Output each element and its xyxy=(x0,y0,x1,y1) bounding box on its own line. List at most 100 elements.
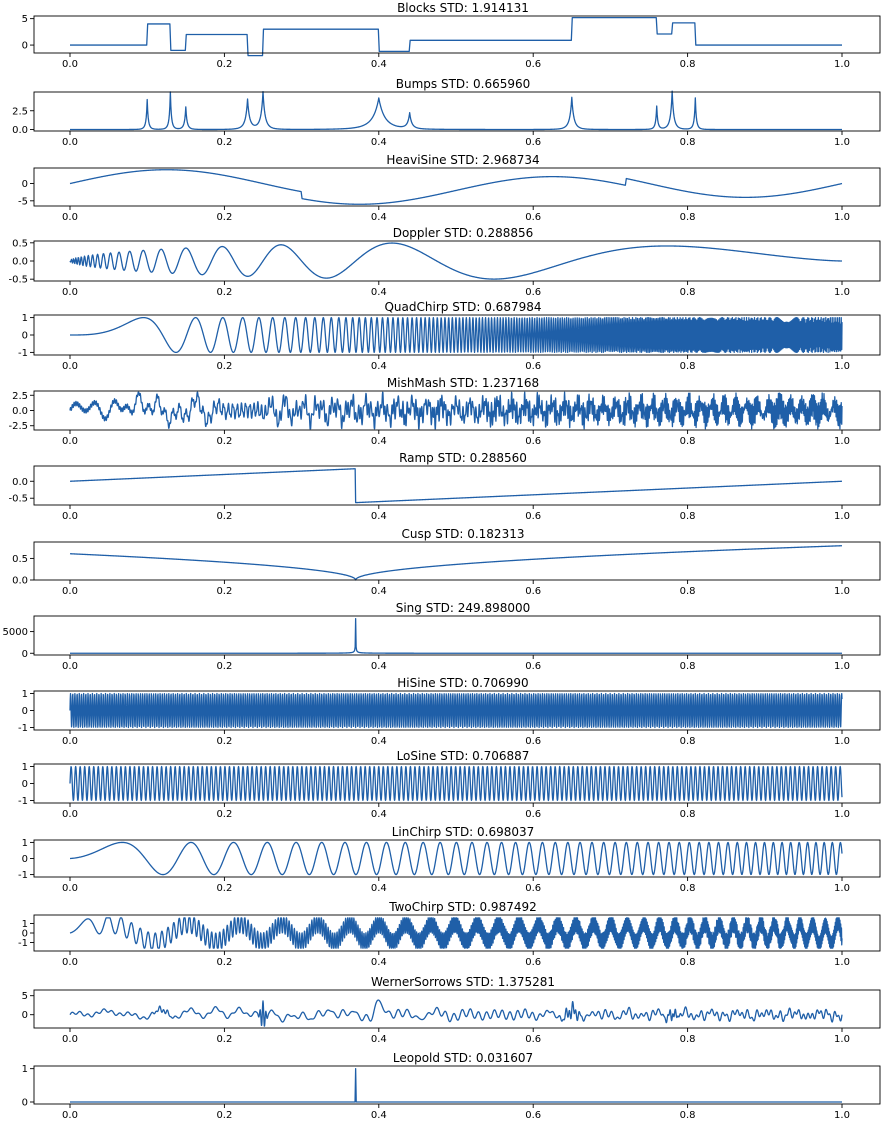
x-tick-label: 0.8 xyxy=(680,1110,696,1121)
x-tick-label: 1.0 xyxy=(834,361,850,372)
x-tick-label: 1.0 xyxy=(834,1034,850,1045)
subplot-title: LoSine STD: 0.706887 xyxy=(397,749,530,763)
x-tick-label: 0.8 xyxy=(680,1034,696,1045)
y-tick-label: 0 xyxy=(22,1010,28,1021)
y-tick-label: 0.0 xyxy=(12,257,28,268)
x-tick-label: 0.2 xyxy=(216,59,232,70)
subplot-twochirp: TwoChirp STD: 0.987492 0.0 0.2 0.4 0.6 0.8 1.0… xyxy=(18,900,881,968)
x-tick-label: 0.0 xyxy=(62,883,78,894)
series-line xyxy=(69,545,843,581)
series-line xyxy=(69,16,843,57)
x-tick-label: 0.8 xyxy=(680,809,696,820)
x-tick-label: 0.6 xyxy=(525,511,541,522)
subplot-title: MishMash STD: 1.237168 xyxy=(387,376,539,390)
series-line xyxy=(69,169,843,205)
x-tick-label: 0.2 xyxy=(216,1110,232,1121)
x-tick-label: 0.4 xyxy=(371,661,387,672)
series-line xyxy=(69,617,843,654)
x-tick-label: 0.0 xyxy=(62,661,78,672)
x-tick-label: 1.0 xyxy=(834,59,850,70)
y-tick-label: 0.0 xyxy=(12,576,28,587)
series-line xyxy=(69,917,843,949)
y-tick-label: -1 xyxy=(18,348,28,359)
y-tick-label: 0.5 xyxy=(12,238,28,249)
subplot-title: Ramp STD: 0.288560 xyxy=(399,451,527,465)
y-tick-label: -5 xyxy=(18,196,28,207)
x-tick-label: 0.6 xyxy=(525,736,541,747)
x-tick-label: 0.8 xyxy=(680,59,696,70)
x-tick-label: 1.0 xyxy=(834,436,850,447)
x-tick-label: 0.4 xyxy=(371,511,387,522)
y-tick-label: 5 xyxy=(22,14,28,25)
axes-frame xyxy=(33,91,881,132)
x-tick-label: 0.8 xyxy=(680,212,696,223)
subplot-title: Bumps STD: 0.665960 xyxy=(396,77,531,91)
x-tick-label: 0.6 xyxy=(525,957,541,968)
x-tick-label: 0.2 xyxy=(216,511,232,522)
x-tick-label: 0.8 xyxy=(680,436,696,447)
x-tick-label: 0.6 xyxy=(525,59,541,70)
x-tick-label: 0.0 xyxy=(62,1110,78,1121)
y-tick-label: 0 xyxy=(22,331,28,342)
y-tick-label: -0.5 xyxy=(8,275,28,286)
y-tick-label: 0.5 xyxy=(12,554,28,565)
x-tick-label: 0.6 xyxy=(525,361,541,372)
y-tick-label: -1 xyxy=(18,796,28,807)
axes-frame xyxy=(33,541,881,581)
subplot-title: QuadChirp STD: 0.687984 xyxy=(384,300,541,314)
x-tick-label: 0.2 xyxy=(216,287,232,298)
subplot-losine: LoSine STD: 0.706887 0.0 0.2 0.4 0.6 0.8 1.0 -1… xyxy=(18,749,881,820)
y-tick-label: 0.0 xyxy=(12,477,28,488)
x-tick-label: 0.4 xyxy=(371,287,387,298)
y-tick-label: 1 xyxy=(22,838,28,849)
subplot-ramp: Ramp STD: 0.288560 0.0 0.2 0.4 0.6 0.8 1.0 -0.5… xyxy=(8,451,881,522)
y-tick-label: 1 xyxy=(22,313,28,324)
x-tick-label: 0.6 xyxy=(525,436,541,447)
x-tick-label: 1.0 xyxy=(834,137,850,148)
subplot-heavisine: HeaviSine STD: 2.968734 0.0 0.2 0.4 0.6 0.8 1.… xyxy=(18,153,881,223)
x-tick-label: 0.8 xyxy=(680,883,696,894)
series-line xyxy=(69,765,843,802)
subplot-doppler: Doppler STD: 0.288856 0.0 0.2 0.4 0.6 0.8 1.0 -… xyxy=(8,226,881,298)
series-line xyxy=(69,692,843,729)
x-tick-label: 0.6 xyxy=(525,212,541,223)
x-tick-label: 0.6 xyxy=(525,586,541,597)
y-tick-label: 1 xyxy=(22,689,28,700)
subplot-title: Leopold STD: 0.031607 xyxy=(393,1051,533,1065)
x-tick-label: 0.2 xyxy=(216,212,232,223)
y-tick-label: -1 xyxy=(18,938,28,949)
subplot-linchirp: LinChirp STD: 0.698037 0.0 0.2 0.4 0.6 0.8 1.0… xyxy=(18,825,881,894)
y-tick-label: 0 xyxy=(22,779,28,790)
x-tick-label: 0.4 xyxy=(371,1034,387,1045)
subplot-title: TwoChirp STD: 0.987492 xyxy=(388,900,537,914)
series-line xyxy=(69,999,843,1027)
x-tick-label: 0.6 xyxy=(525,1034,541,1045)
x-tick-label: 0.4 xyxy=(371,361,387,372)
x-tick-label: 0.0 xyxy=(62,957,78,968)
x-tick-label: 0.6 xyxy=(525,661,541,672)
x-tick-label: 0.8 xyxy=(680,586,696,597)
x-tick-label: 0.8 xyxy=(680,361,696,372)
y-tick-label: 1 xyxy=(22,919,28,930)
series-line xyxy=(69,391,843,430)
series-line xyxy=(70,1068,842,1103)
x-tick-label: 0.0 xyxy=(62,137,78,148)
x-tick-label: 0.0 xyxy=(62,287,78,298)
subplot-sing: Sing STD: 249.898000 0.0 0.2 0.4 0.6 0.8 1.0 0 5… xyxy=(3,601,881,672)
x-tick-label: 0.4 xyxy=(371,137,387,148)
subplot-title: LinChirp STD: 0.698037 xyxy=(392,825,535,839)
axes-frame xyxy=(33,1065,881,1105)
x-tick-label: 0.4 xyxy=(371,809,387,820)
x-tick-label: 0.0 xyxy=(62,511,78,522)
y-tick-label: 1 xyxy=(22,1064,28,1075)
x-tick-label: 0.0 xyxy=(62,809,78,820)
axes-frame xyxy=(33,989,881,1029)
x-tick-label: 0.8 xyxy=(680,661,696,672)
subplot-leopold: Leopold STD: 0.031607 0.0 0.2 0.4 0.6 0.8 1.0 0… xyxy=(22,1051,881,1121)
y-tick-label: 0.0 xyxy=(12,125,28,136)
x-tick-label: 0.0 xyxy=(62,1034,78,1045)
axes-frame xyxy=(33,167,881,207)
x-tick-label: 1.0 xyxy=(834,511,850,522)
subplot-blocks: Blocks STD: 1.914131 0.0 0.2 0.4 0.6 0.8 1.0 0 5 xyxy=(22,1,881,70)
x-tick-label: 0.0 xyxy=(62,361,78,372)
